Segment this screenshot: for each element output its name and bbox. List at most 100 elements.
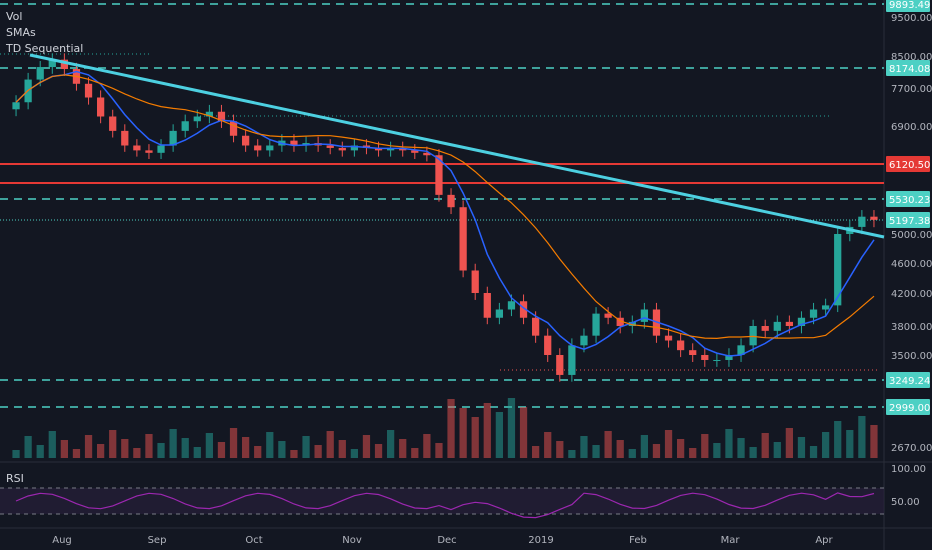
price-badge-label: 2999.00 — [889, 403, 930, 414]
candle-body — [374, 147, 383, 151]
volume-bar — [713, 443, 721, 458]
volume-bar — [447, 399, 455, 458]
volume-bar — [507, 398, 516, 458]
candle-body — [858, 216, 866, 227]
volume-bar — [483, 403, 491, 458]
candle-body — [423, 152, 431, 156]
candle-body — [616, 317, 624, 326]
y-tick-label: 5000.00 — [891, 230, 932, 241]
volume-bar — [72, 449, 81, 458]
volume-bar — [628, 449, 636, 458]
volume-bar — [580, 436, 588, 458]
volume-bar — [266, 432, 274, 458]
volume-bar — [568, 450, 576, 458]
candle-body — [254, 145, 262, 151]
candle-body — [664, 335, 673, 341]
candle-body — [797, 317, 806, 326]
volume-bar — [773, 442, 781, 458]
sma-fast-line — [15, 70, 875, 357]
volume-bar — [604, 431, 612, 458]
candle-body — [809, 309, 818, 318]
x-tick-label: Aug — [52, 535, 72, 546]
volume-bar — [870, 425, 878, 458]
volume-bar — [664, 430, 673, 458]
y-tick-label: 4600.00 — [891, 259, 932, 270]
volume-bar — [302, 436, 310, 458]
volume-bar — [435, 443, 443, 458]
candle-body — [387, 147, 395, 151]
y-tick-label: 7700.00 — [891, 84, 932, 95]
sma-slow-line — [15, 74, 875, 340]
x-tick-label: Feb — [629, 535, 647, 546]
candle-body — [519, 301, 528, 318]
volume-bar — [846, 430, 854, 458]
volume-bar — [229, 428, 238, 458]
rsi-tick-label: 100.00 — [891, 464, 926, 475]
volume-bar — [725, 429, 733, 458]
volume-bar — [797, 437, 806, 458]
volume-bar — [411, 448, 419, 458]
volume-bar — [822, 432, 830, 458]
candle-body — [36, 67, 44, 80]
volume-bar — [84, 435, 93, 458]
x-tick-label: 2019 — [528, 535, 553, 546]
candle-body — [822, 305, 830, 310]
candle-body — [447, 194, 455, 208]
candle-body — [290, 140, 298, 146]
volume-bar — [677, 439, 685, 458]
y-tick-label: 8500.00 — [891, 52, 932, 63]
volume-bar — [749, 447, 757, 458]
volume-bar — [24, 436, 32, 458]
candle-body — [495, 309, 503, 318]
legend-smas: SMAs — [6, 26, 36, 39]
legend-vol: Vol — [6, 10, 23, 23]
volume-bar — [423, 434, 431, 458]
volume-bar — [701, 434, 709, 458]
candle-body — [205, 111, 213, 117]
candle-body — [544, 335, 552, 355]
candle-body — [435, 155, 443, 195]
price-badge — [886, 60, 930, 76]
price-badge-label: 8174.08 — [889, 64, 930, 75]
candle-body — [628, 321, 636, 326]
candle-body — [507, 301, 516, 310]
candle-body — [532, 317, 540, 336]
candle-body — [350, 145, 358, 151]
volume-bar — [169, 429, 177, 458]
volume-bar — [471, 417, 479, 458]
x-tick-label: Oct — [245, 535, 262, 546]
volume-bar — [254, 446, 262, 458]
volume-bar — [290, 450, 298, 458]
candle-body — [84, 83, 93, 98]
candle-body — [556, 355, 564, 375]
candle-body — [459, 207, 467, 271]
volume-bar — [350, 449, 358, 458]
candle-body — [109, 116, 117, 131]
candle-body — [640, 309, 648, 322]
candle-body — [834, 234, 842, 306]
candle-body — [229, 121, 238, 136]
volume-bar — [834, 421, 842, 458]
x-tick-label: Mar — [721, 535, 741, 546]
volume-bar — [640, 435, 648, 458]
candle-body — [677, 340, 685, 351]
volume-bar — [785, 428, 793, 458]
candle-body — [713, 359, 721, 361]
candle-body — [483, 293, 491, 318]
candle-body — [12, 102, 20, 110]
x-tick-label: Apr — [815, 535, 833, 546]
volume-bar — [761, 433, 769, 458]
candle-body — [411, 150, 419, 153]
y-tick-label: 3500.00 — [891, 351, 932, 362]
y-tick-label: 9500.00 — [891, 13, 932, 24]
volume-bar — [314, 445, 322, 458]
volume-bar — [556, 441, 564, 458]
price-badge-label: 5530.23 — [889, 195, 930, 206]
volume-bar — [242, 437, 250, 458]
price-badge-label: 6120.50 — [889, 160, 930, 171]
candle-body — [217, 111, 226, 122]
volume-bar — [532, 446, 540, 458]
candle-body — [60, 59, 68, 70]
